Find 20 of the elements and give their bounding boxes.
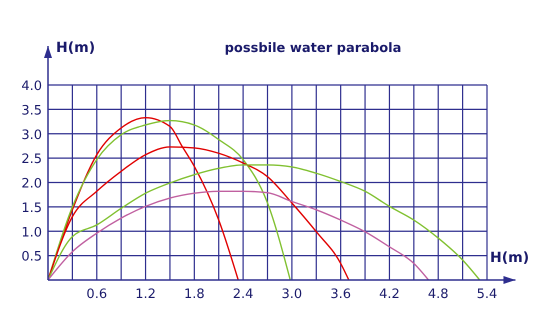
y-tick-label: 2.0: [21, 176, 42, 192]
y-tick-label: 3.0: [21, 128, 42, 143]
y-tick-label: 0.5: [21, 250, 42, 265]
x-tick-label: 3.6: [330, 287, 352, 302]
x-tick-label: 4.8: [428, 287, 449, 302]
x-tick-label: 0.6: [86, 287, 108, 302]
x-tick-label: 1.8: [184, 287, 205, 302]
x-tick-label: 3.0: [282, 287, 302, 302]
x-tick-label: 2.4: [232, 287, 254, 302]
x-tick-label: 4.2: [379, 287, 400, 302]
y-tick-label: 2.5: [21, 152, 42, 168]
y-axis-title: H(m): [56, 40, 96, 56]
x-axis-title: H(m): [490, 250, 530, 266]
x-tick-label: 1.2: [135, 287, 156, 302]
y-tick-label: 4.0: [21, 79, 42, 94]
y-tick-label: 3.5: [21, 103, 42, 118]
chart-title: possbile water parabola: [224, 41, 402, 56]
y-tick-label: 1.0: [21, 225, 42, 240]
x-tick-label: 5.4: [476, 287, 498, 302]
y-tick-label: 1.5: [21, 200, 42, 216]
